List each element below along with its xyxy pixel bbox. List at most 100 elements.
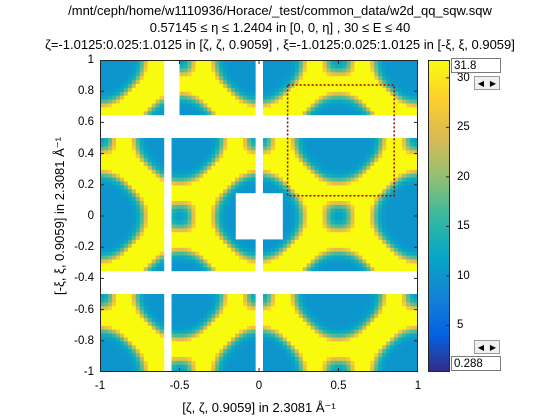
heatmap-cell <box>171 177 177 182</box>
heatmap-cell <box>199 75 204 81</box>
heatmap-cell <box>386 317 391 322</box>
heatmap-cell <box>370 75 375 81</box>
heatmap-cell <box>302 71 308 77</box>
heatmap-cell <box>123 364 129 369</box>
heatmap-cell <box>282 255 288 260</box>
heatmap-cell <box>131 294 137 299</box>
heatmap-cell <box>179 321 185 326</box>
heatmap-cell <box>286 200 292 205</box>
heatmap-cell <box>127 177 133 182</box>
heatmap-cell <box>215 63 220 69</box>
heatmap-cell <box>207 200 212 205</box>
heatmap-cell <box>310 321 316 326</box>
heatmap-cell <box>231 188 236 194</box>
heatmap-cell <box>139 223 145 229</box>
heatmap-cell <box>235 368 240 372</box>
heatmap-cell <box>330 196 336 201</box>
heatmap-cell <box>199 60 204 65</box>
heatmap-cell <box>310 180 316 186</box>
heatmap-cell <box>330 251 336 256</box>
heatmap-cell <box>262 95 268 100</box>
heatmap-cell <box>183 204 189 209</box>
heatmap-cell <box>143 95 149 100</box>
heatmap-cell <box>127 368 133 372</box>
heatmap-cell <box>342 344 348 350</box>
heatmap-cell <box>119 180 125 186</box>
heatmap-cell <box>135 79 141 84</box>
heatmap-cell <box>414 262 418 268</box>
heatmap-cell <box>155 344 161 350</box>
heatmap-cell <box>318 294 324 299</box>
heatmap-cell <box>362 231 367 237</box>
heatmap-cell <box>314 348 320 354</box>
heatmap-cell <box>159 149 165 155</box>
heatmap-cell <box>215 219 220 225</box>
heatmap-cell <box>187 340 193 346</box>
heatmap-cell <box>227 83 232 88</box>
heatmap-cell <box>286 180 292 186</box>
heatmap-cell <box>135 243 141 248</box>
heatmap-cell <box>338 348 344 354</box>
heatmap-cell <box>314 219 320 225</box>
heatmap-cell <box>211 79 216 84</box>
heatmap-cell <box>310 333 316 338</box>
heatmap-cell <box>139 180 145 186</box>
heatmap-cell <box>127 266 133 272</box>
heatmap-cell <box>183 208 189 213</box>
heatmap-cell <box>346 219 352 225</box>
heatmap-cell <box>139 67 145 73</box>
heatmap-cell <box>155 216 161 221</box>
heatmap-cell <box>278 294 284 299</box>
heatmap-cell <box>247 313 252 318</box>
heatmap-cell <box>338 336 344 342</box>
heatmap-cell <box>414 231 418 237</box>
heatmap-cell <box>354 258 359 264</box>
heatmap-cell <box>398 243 403 248</box>
heatmap-cell <box>207 231 212 237</box>
heatmap-cell <box>378 169 383 174</box>
heatmap-cell <box>175 344 181 350</box>
heatmap-cell <box>390 145 395 151</box>
heatmap-cell <box>358 208 363 213</box>
heatmap-cell <box>100 231 105 237</box>
heatmap-cell <box>358 309 363 315</box>
heatmap-cell <box>107 95 113 100</box>
heatmap-plot-area[interactable] <box>100 60 418 372</box>
heatmap-cell <box>223 239 228 244</box>
heatmap-cell <box>127 161 133 166</box>
heatmap-cell <box>135 188 141 194</box>
heatmap-cell <box>199 184 204 190</box>
heatmap-cell <box>270 180 276 186</box>
heatmap-cell <box>139 231 145 237</box>
heatmap-cell <box>278 243 284 248</box>
heatmap-cell <box>362 297 367 303</box>
heatmap-cell <box>294 321 300 326</box>
heatmap-cell <box>115 188 121 194</box>
heatmap-cell <box>350 184 356 190</box>
heatmap-cell <box>183 329 189 334</box>
heatmap-cell <box>207 208 212 213</box>
heatmap-cell <box>274 305 280 311</box>
heatmap-cell <box>107 258 113 264</box>
heatmap-cell <box>119 102 125 108</box>
heatmap-cell <box>306 165 312 170</box>
heatmap-cell <box>115 251 121 256</box>
heatmap-cell <box>155 192 161 198</box>
heatmap-cell <box>183 180 189 186</box>
heatmap-cell <box>350 247 356 252</box>
heatmap-cell <box>207 329 212 334</box>
heatmap-cell <box>334 294 340 299</box>
heatmap-cell <box>107 169 113 174</box>
heatmap-cell <box>103 243 109 248</box>
heatmap-cell <box>100 313 105 318</box>
heatmap-cell <box>159 247 165 252</box>
heatmap-cell <box>207 258 212 264</box>
heatmap-cell <box>211 192 216 198</box>
heatmap-cell <box>187 200 193 205</box>
heatmap-cell <box>326 165 332 170</box>
heatmap-cell <box>155 71 161 77</box>
heatmap-cell <box>171 266 177 272</box>
heatmap-cell <box>386 208 391 213</box>
heatmap-cell <box>330 258 336 264</box>
heatmap-cell <box>143 173 149 178</box>
